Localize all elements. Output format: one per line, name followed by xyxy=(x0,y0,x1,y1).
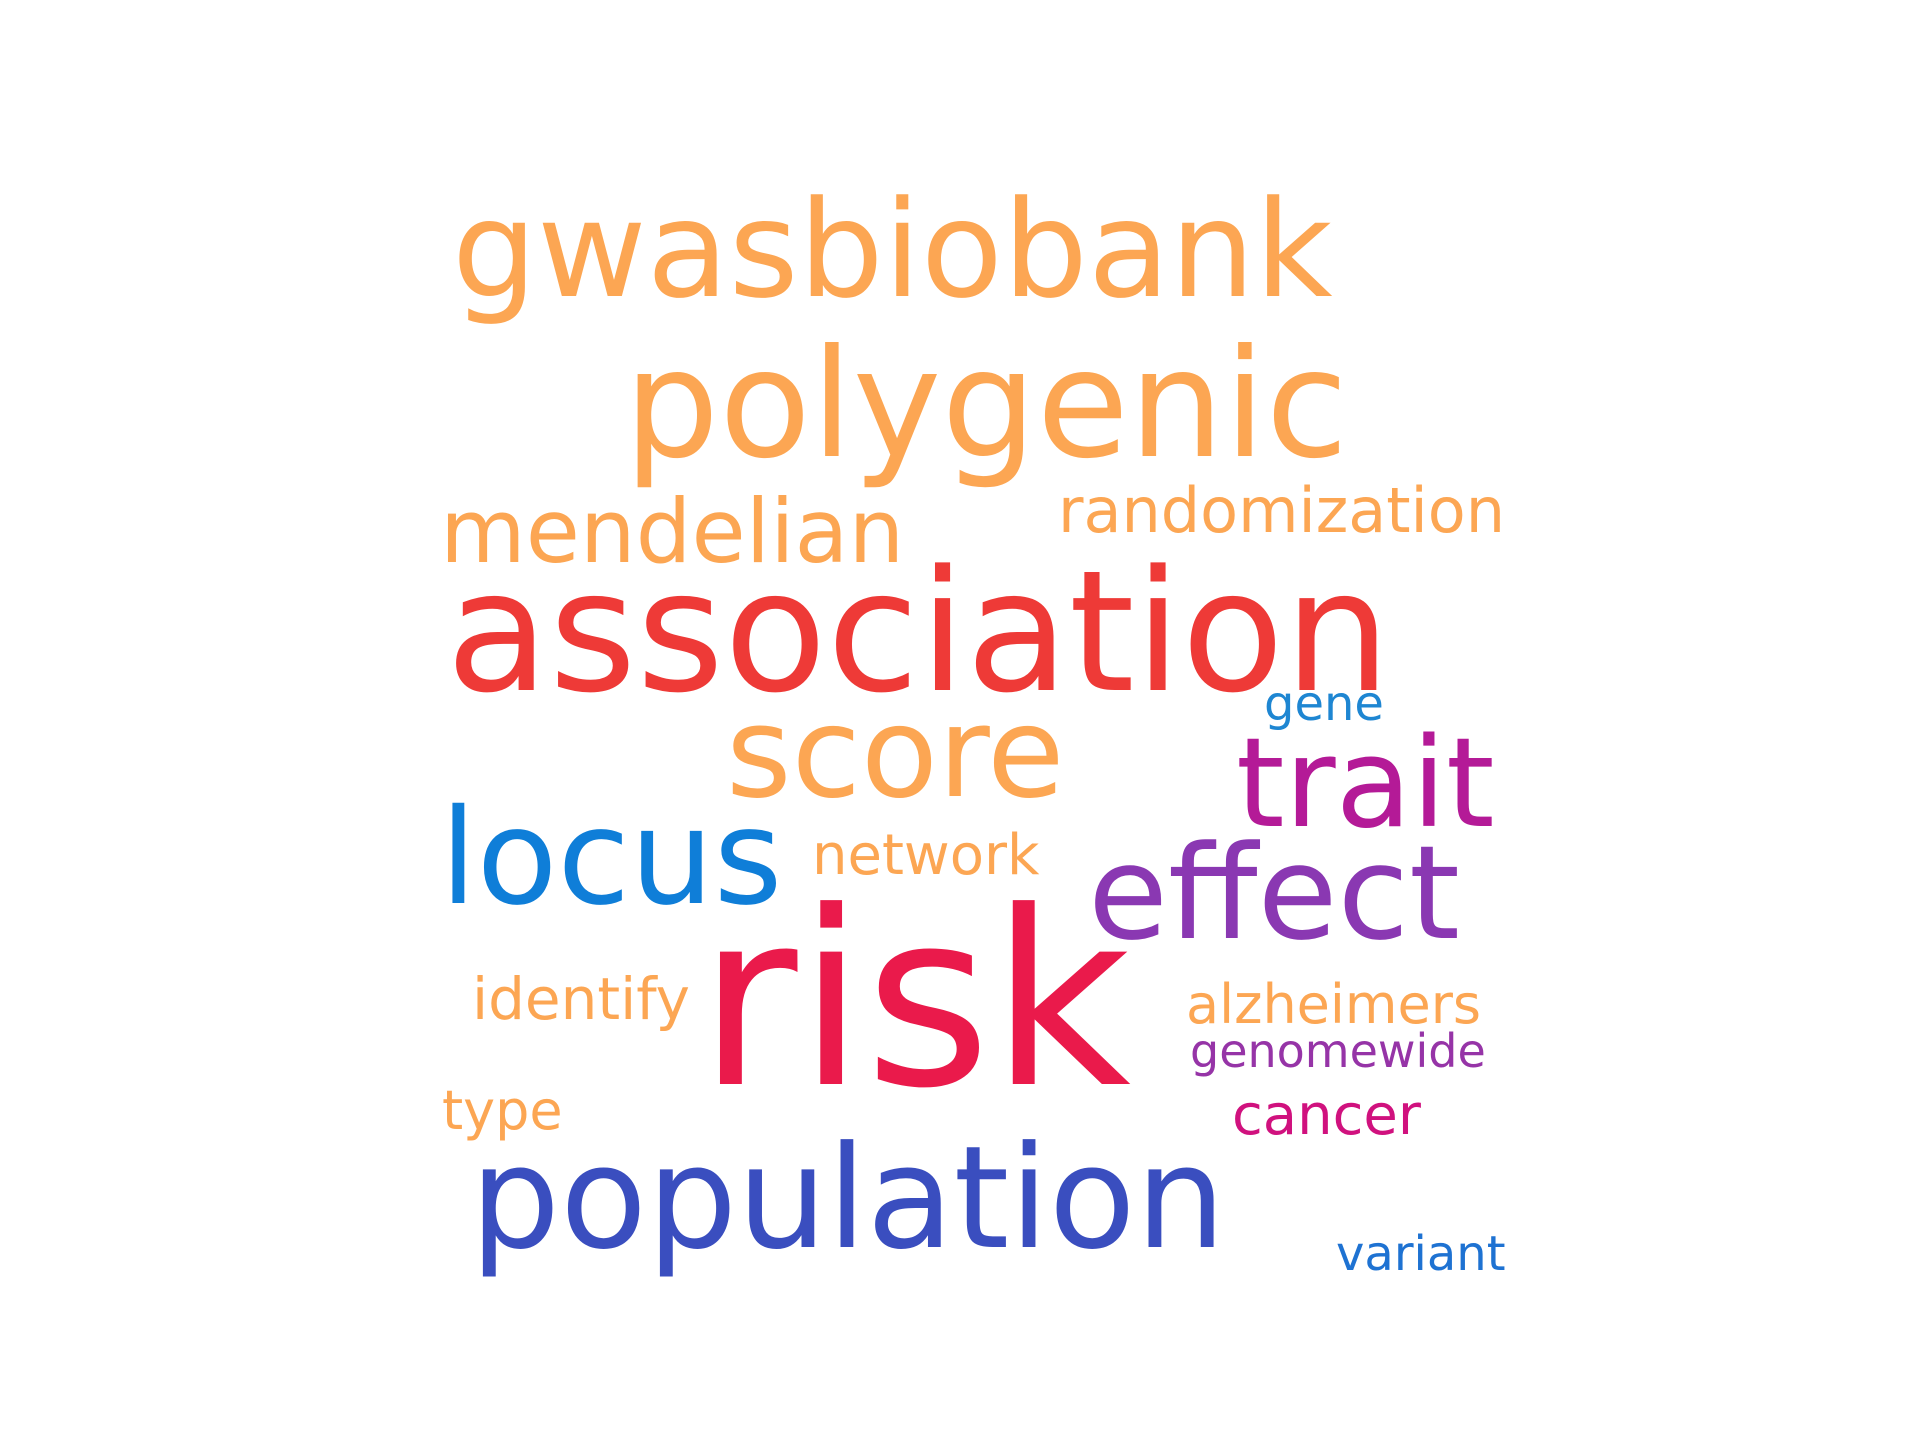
word-trait: trait xyxy=(1236,712,1495,856)
word-population: population xyxy=(470,1116,1226,1281)
word-score: score xyxy=(726,679,1065,826)
word-variant: variant xyxy=(1336,1226,1506,1282)
word-effect: effect xyxy=(1088,817,1460,969)
word-cancer: cancer xyxy=(1232,1083,1421,1148)
word-mendelian: mendelian xyxy=(440,480,905,583)
word-risk: risk xyxy=(698,860,1131,1142)
word-gwasbiobank: gwasbiobank xyxy=(452,172,1333,328)
word-locus: locus xyxy=(440,781,783,935)
word-gene: gene xyxy=(1264,676,1384,732)
word-network: network xyxy=(812,823,1040,888)
word-association: association xyxy=(446,534,1391,730)
word-type: type xyxy=(442,1079,563,1142)
word-genomewide: genomewide xyxy=(1190,1024,1486,1078)
word-polygenic: polygenic xyxy=(624,318,1349,492)
word-alzheimers: alzheimers xyxy=(1186,973,1482,1036)
word-randomization: randomization xyxy=(1058,474,1505,547)
word-identify: identify xyxy=(472,965,690,1033)
